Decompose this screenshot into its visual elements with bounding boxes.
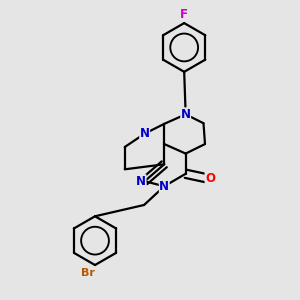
Text: N: N: [181, 108, 191, 121]
Text: F: F: [180, 8, 188, 21]
Text: O: O: [205, 172, 215, 185]
Text: N: N: [136, 175, 146, 188]
Text: N: N: [159, 180, 169, 193]
Text: Br: Br: [81, 268, 94, 278]
Text: N: N: [140, 127, 150, 140]
